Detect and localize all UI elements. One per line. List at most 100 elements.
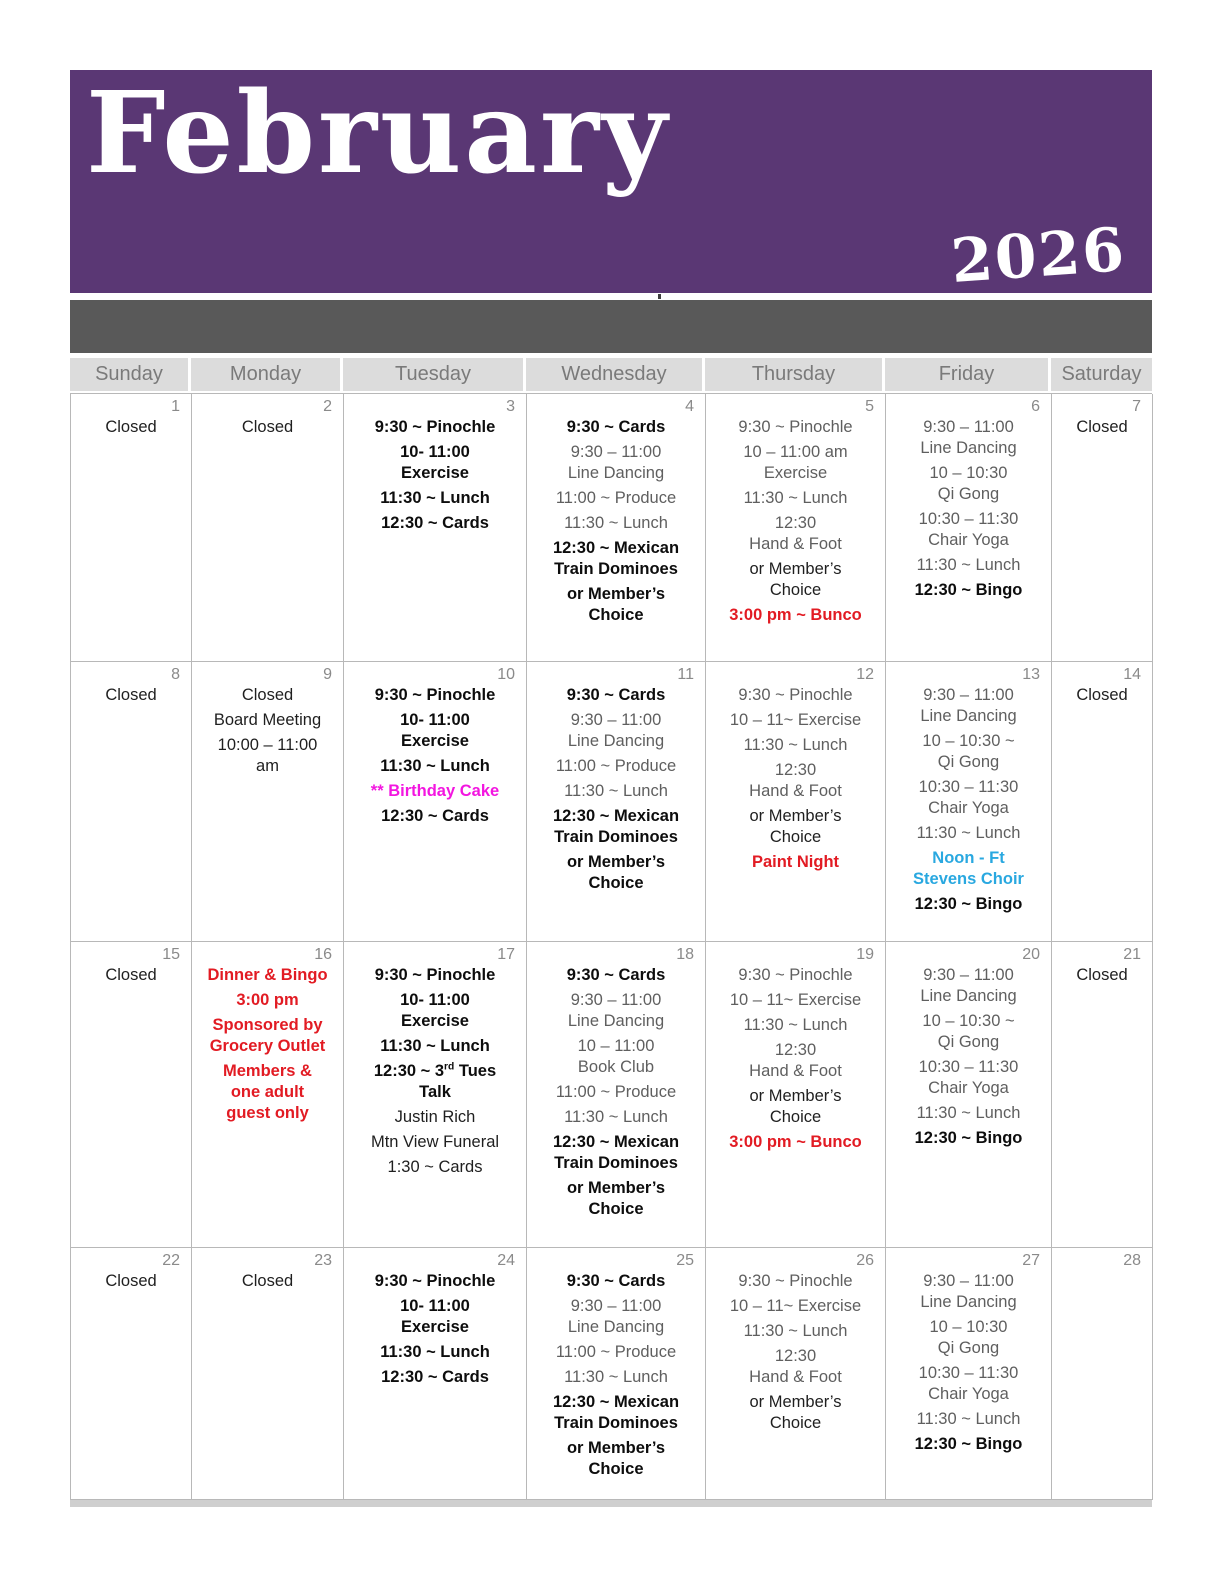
event-line: 11:30 ~ Lunch (743, 736, 848, 754)
event-line: Book Club (577, 1058, 655, 1076)
event-line: Line Dancing (920, 439, 1017, 457)
day-number: 28 (1123, 1252, 1141, 1269)
event-entry: Members & one adult guest only (195, 1061, 340, 1124)
event-entry: 11:00 ~ Produce (530, 756, 702, 777)
event-line: Closed (105, 418, 157, 436)
day-cell-12: 12 9:30 ~ Pinochle 10 – 11~ Exercise 11:30 … (706, 662, 886, 942)
event-line: Choice (588, 606, 644, 624)
year-label: 2026 (948, 214, 1129, 298)
month-banner: February 2026 (70, 70, 1152, 297)
event-line: 12:30 (774, 1347, 817, 1365)
event-entry: 12:30 ~ Bingo (889, 580, 1048, 601)
event-line: Dinner & Bingo (207, 966, 328, 984)
event-line: 12:30 ~ Mexican (552, 1393, 680, 1411)
event-line: 9:30 – 11:00 (570, 443, 662, 461)
day-cell-1: 1 Closed (71, 394, 192, 662)
event-entry: Sponsored by Grocery Outlet (195, 1015, 340, 1057)
event-line: guest only (226, 1104, 309, 1122)
event-line: 9:30 ~ Pinochle (374, 1272, 496, 1290)
event-line: Closed (105, 686, 157, 704)
day-cell-21: 21 Closed (1052, 942, 1153, 1248)
event-line: Talk (419, 1083, 451, 1101)
event-entry: or Member’s Choice (530, 852, 702, 894)
event-line: 11:30 ~ Lunch (916, 556, 1021, 574)
day-cell-26: 26 9:30 ~ Pinochle 10 – 11~ Exercise 11:30 … (706, 1248, 886, 1500)
event-entry: Justin Rich (347, 1107, 523, 1128)
banner-gap (70, 293, 1152, 300)
day-number: 21 (1123, 946, 1141, 963)
event-entry: 11:30 ~ Lunch (530, 781, 702, 802)
day-cell-3: 3 9:30 ~ Pinochle 10- 11:00 Exercise 11:30 ~… (344, 394, 527, 662)
event-line: 10 – 10:30 (929, 464, 1008, 482)
event-entry: or Member’s Choice (709, 559, 882, 601)
day-number: 11 (677, 666, 694, 683)
stray-mark (658, 294, 661, 299)
day-number: 26 (856, 1252, 874, 1269)
event-line: Closed (241, 686, 294, 704)
event-entry: Dinner & Bingo (195, 965, 340, 986)
event-line: 10:30 – 11:30 (918, 1058, 1019, 1076)
event-entry: or Member’s Choice (709, 1392, 882, 1434)
event-entry: 10 – 11~ Exercise (709, 710, 882, 731)
event-line: Line Dancing (920, 707, 1017, 725)
event-entry: 11:00 ~ Produce (530, 488, 702, 509)
event-line: Qi Gong (937, 485, 1000, 503)
event-entry: 10- 11:00 Exercise (347, 1296, 523, 1338)
event-line: Choice (588, 874, 644, 892)
event-line: Closed (241, 418, 294, 436)
event-line: Exercise (401, 1318, 469, 1336)
day-number: 16 (314, 946, 332, 963)
event-line: 11:00 ~ Produce (555, 1083, 677, 1101)
weekday-header-friday: Friday (885, 358, 1051, 391)
event-entry: 3:00 pm ~ Bunco (709, 605, 882, 626)
event-entry: 9:30 – 11:00 Line Dancing (530, 442, 702, 484)
day-cell-5: 5 9:30 ~ Pinochle 10 – 11:00 am Exercise 11:… (706, 394, 886, 662)
event-line: or Member’s (566, 1179, 666, 1197)
event-line: 9:30 ~ Cards (566, 1272, 666, 1290)
event-line: 11:30 ~ Lunch (916, 824, 1021, 842)
day-cell-14: 14 Closed (1052, 662, 1153, 942)
day-number: 8 (171, 666, 180, 683)
event-line: Closed (1076, 966, 1128, 984)
day-cell-18: 18 9:30 ~ Cards 9:30 – 11:00 Line Dancing 10… (527, 942, 706, 1248)
event-entry: 10 – 10:30 ~ Qi Gong (889, 1011, 1048, 1053)
event-line: Members & (223, 1062, 312, 1080)
event-line: one adult (230, 1083, 305, 1101)
event-line: or Member’s (566, 853, 666, 871)
event-line: 9:30 – 11:00 (570, 991, 662, 1009)
event-line: 11:00 ~ Produce (555, 1343, 677, 1361)
day-number: 15 (162, 946, 180, 963)
event-entry: 9:30 – 11:00 Line Dancing (530, 990, 702, 1032)
event-entry: Noon - Ft Stevens Choir (889, 848, 1048, 890)
event-line: 11:30 ~ Lunch (916, 1104, 1021, 1122)
event-line: Exercise (401, 464, 469, 482)
event-line: 11:00 ~ Produce (555, 757, 677, 775)
event-entry: or Member’s Choice (709, 806, 882, 848)
event-entry: 12:30 ~ 3rd Tues Talk (347, 1061, 523, 1103)
day-number: 23 (314, 1252, 332, 1269)
event-entry: 9:30 ~ Cards (530, 417, 702, 438)
event-entry: 12:30 Hand & Foot (709, 513, 882, 555)
day-number: 13 (1022, 666, 1040, 683)
event-entry: 11:30 ~ Lunch (530, 1107, 702, 1128)
event-entry: Board Meeting (195, 710, 340, 731)
event-entry: 12:30 ~ Mexican Train Dominoes (530, 1392, 702, 1434)
day-number: 3 (506, 398, 515, 415)
event-line: Qi Gong (937, 753, 1000, 771)
event-line: 10:30 – 11:30 (918, 778, 1019, 796)
event-line: 10- 11:00 (400, 991, 470, 1009)
event-line: or Member’s (749, 1393, 842, 1411)
event-line: Paint Night (751, 853, 840, 871)
event-line: 10:30 – 11:30 (918, 1364, 1019, 1382)
event-line: 9:30 ~ Pinochle (374, 686, 496, 704)
event-line: Hand & Foot (749, 782, 842, 800)
event-line: Closed (1076, 418, 1128, 436)
event-line: 10 – 11:00 am (743, 443, 848, 461)
day-cell-13: 13 9:30 – 11:00 Line Dancing 10 – 10:30 ~ Qi… (886, 662, 1052, 942)
event-entry: Closed (1055, 417, 1149, 438)
event-entry: 9:30 ~ Cards (530, 1271, 702, 1292)
event-line: 11:30 ~ Lunch (564, 1368, 668, 1386)
event-line: or Member’s (749, 807, 842, 825)
event-line: ** Birthday Cake (370, 782, 500, 800)
event-entry: 12:30 ~ Mexican Train Dominoes (530, 538, 702, 580)
